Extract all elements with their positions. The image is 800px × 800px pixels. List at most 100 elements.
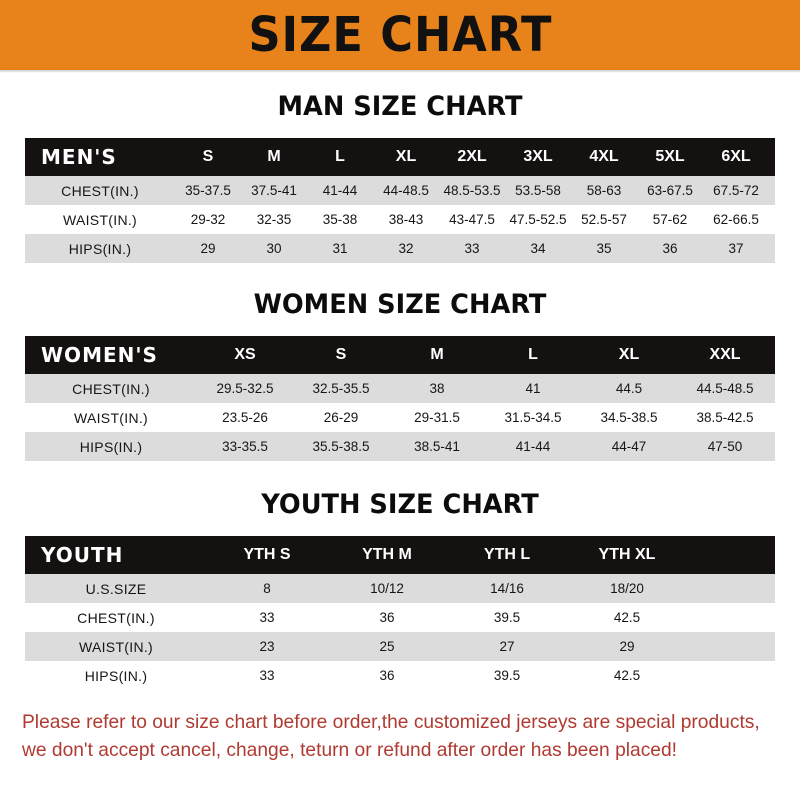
men-cell: 34: [530, 241, 546, 256]
men-cell: 57-62: [652, 212, 688, 227]
men-size-header: 2XL: [457, 148, 487, 165]
youth-cell: 42.5: [613, 610, 641, 625]
table-row: CHEST(IN.) 33 36 39.5 42.5: [25, 603, 775, 632]
page-banner: SIZE CHART: [0, 0, 800, 70]
youth-size-header: YTH M: [362, 546, 412, 563]
men-cell: 67.5-72: [713, 183, 759, 198]
women-cell: 31.5-34.5: [504, 410, 562, 425]
men-cell: 37: [728, 241, 744, 256]
youth-size-header: YTH L: [483, 546, 531, 563]
men-cell: 38-43: [388, 212, 424, 227]
banner-shadow-divider: [0, 70, 800, 73]
women-cell: 33-35.5: [222, 439, 268, 454]
men-header-label: MEN'S: [41, 145, 117, 169]
women-row-label: HIPS(IN.): [79, 438, 143, 455]
section-youth: YOUTH SIZE CHART YOUTH YTH S YTH M YTH L…: [0, 489, 800, 690]
youth-size-header: YTH S: [243, 546, 291, 563]
table-row: CHEST(IN.) 35-37.5 37.5-41 41-44 44-48.5…: [25, 176, 775, 205]
men-cell: 35-37.5: [185, 183, 231, 198]
youth-cell: 18/20: [610, 581, 644, 596]
section-men: MAN SIZE CHART MEN'S S M L XL 2XL 3XL 4X…: [0, 91, 800, 263]
men-cell: 32: [398, 241, 414, 256]
men-size-header: 5XL: [655, 148, 685, 165]
section-title-women: WOMEN SIZE CHART: [253, 289, 547, 320]
youth-header-label: YOUTH: [41, 543, 124, 567]
youth-cell: 36: [379, 610, 395, 625]
men-table-header-row: MEN'S S M L XL 2XL 3XL 4XL 5XL 6XL: [25, 138, 775, 176]
youth-cell: 23: [259, 639, 275, 654]
women-size-header: XXL: [709, 346, 741, 363]
youth-row-label: U.S.SIZE: [85, 580, 147, 597]
youth-size-table: YOUTH YTH S YTH M YTH L YTH XL U.S.SIZE …: [25, 536, 775, 690]
men-cell: 63-67.5: [647, 183, 693, 198]
women-cell: 26-29: [323, 410, 359, 425]
footer-line-1: Please refer to our size chart before or…: [22, 711, 760, 733]
section-women: WOMEN SIZE CHART WOMEN'S XS S M L XL XXL…: [0, 289, 800, 461]
men-size-header: 3XL: [523, 148, 553, 165]
men-cell: 62-66.5: [713, 212, 759, 227]
women-cell: 23.5-26: [222, 410, 268, 425]
men-cell: 44-48.5: [383, 183, 429, 198]
men-cell: 30: [266, 241, 282, 256]
women-size-table: WOMEN'S XS S M L XL XXL CHEST(IN.) 29.5-…: [25, 336, 775, 461]
women-cell: 38: [429, 381, 445, 396]
men-size-table: MEN'S S M L XL 2XL 3XL 4XL 5XL 6XL CHEST…: [25, 138, 775, 263]
youth-cell: 10/12: [370, 581, 404, 596]
women-row-label: WAIST(IN.): [73, 409, 149, 426]
youth-cell: 33: [259, 610, 275, 625]
women-size-header: XS: [234, 346, 256, 363]
section-title-youth: YOUTH SIZE CHART: [261, 489, 539, 520]
section-title-men: MAN SIZE CHART: [277, 91, 523, 122]
men-cell: 53.5-58: [515, 183, 561, 198]
men-cell: 37.5-41: [251, 183, 297, 198]
men-cell: 33: [464, 241, 480, 256]
youth-cell: 29: [619, 639, 635, 654]
men-size-header: S: [202, 148, 214, 165]
table-row: WAIST(IN.) 23.5-26 26-29 29-31.5 31.5-34…: [25, 403, 775, 432]
women-header-label: WOMEN'S: [41, 343, 158, 367]
men-cell: 36: [662, 241, 678, 256]
table-row: U.S.SIZE 8 10/12 14/16 18/20: [25, 574, 775, 603]
women-cell: 41: [525, 381, 541, 396]
men-size-header: L: [335, 148, 345, 165]
youth-row-label: HIPS(IN.): [84, 667, 148, 684]
men-cell: 35: [596, 241, 612, 256]
youth-cell: 14/16: [490, 581, 524, 596]
table-row: HIPS(IN.) 29 30 31 32 33 34 35 36 37: [25, 234, 775, 263]
youth-cell: 39.5: [493, 668, 521, 683]
women-table-header-row: WOMEN'S XS S M L XL XXL: [25, 336, 775, 374]
men-cell: 43-47.5: [449, 212, 495, 227]
women-cell: 38.5-41: [414, 439, 460, 454]
men-size-header: M: [267, 148, 281, 165]
footer-disclaimer: Please refer to our size chart before or…: [0, 708, 800, 765]
page-title: SIZE CHART: [248, 7, 552, 63]
women-size-header: XL: [618, 346, 640, 363]
youth-cell: 25: [379, 639, 395, 654]
men-size-header: XL: [395, 148, 417, 165]
men-cell: 47.5-52.5: [509, 212, 567, 227]
women-cell: 35.5-38.5: [312, 439, 370, 454]
women-cell: 44.5-48.5: [696, 381, 754, 396]
youth-table-header-row: YOUTH YTH S YTH M YTH L YTH XL: [25, 536, 775, 574]
table-row: WAIST(IN.) 23 25 27 29: [25, 632, 775, 661]
youth-cell: 39.5: [493, 610, 521, 625]
youth-row-label: CHEST(IN.): [77, 609, 155, 626]
men-size-header: 4XL: [589, 148, 619, 165]
youth-cell: 8: [263, 581, 271, 596]
men-cell: 29-32: [190, 212, 226, 227]
men-row-label: CHEST(IN.): [61, 182, 139, 199]
table-row: WAIST(IN.) 29-32 32-35 35-38 38-43 43-47…: [25, 205, 775, 234]
men-cell: 41-44: [322, 183, 358, 198]
women-cell: 44.5: [615, 381, 643, 396]
youth-cell: 33: [259, 668, 275, 683]
youth-cell: 27: [499, 639, 515, 654]
youth-cell: 36: [379, 668, 395, 683]
women-size-header: S: [335, 346, 347, 363]
men-row-label: WAIST(IN.): [62, 211, 138, 228]
women-cell: 44-47: [611, 439, 647, 454]
women-cell: 41-44: [515, 439, 551, 454]
women-cell: 32.5-35.5: [312, 381, 370, 396]
women-size-header: M: [430, 346, 444, 363]
youth-cell: 42.5: [613, 668, 641, 683]
